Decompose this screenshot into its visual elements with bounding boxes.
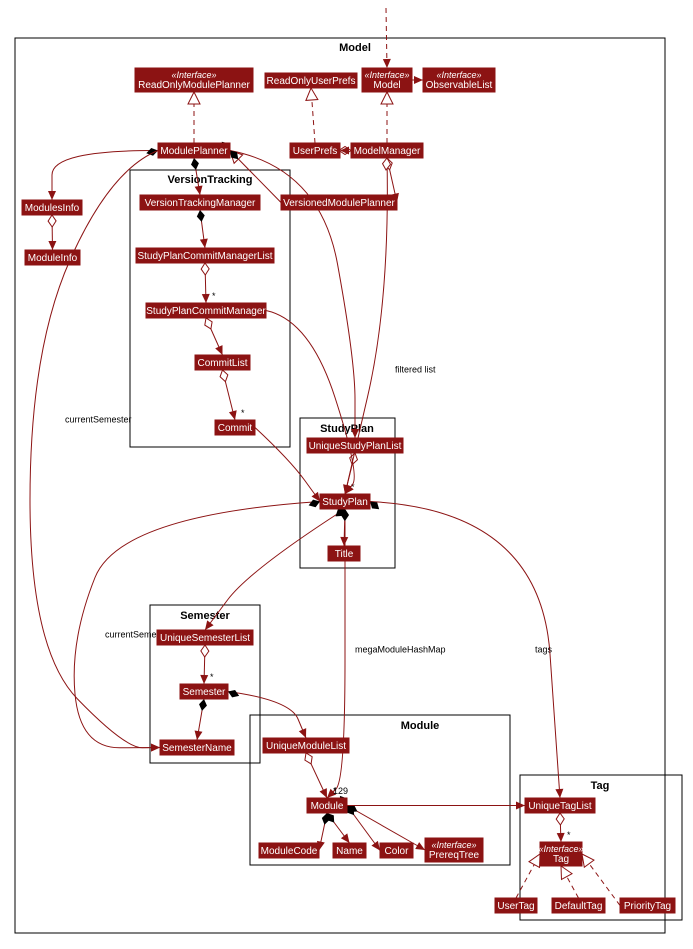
edge-end-Mod-Name: [341, 833, 350, 843]
edge-end-Mod-Prereq: [415, 842, 425, 850]
mult-UTL-Tag: *: [567, 830, 571, 840]
stereo-ModelIface: «Interface»: [364, 70, 409, 80]
mult-CL-Commit: *: [241, 408, 245, 418]
edge-end-MP-MI: [48, 191, 56, 200]
edge-start-SPCM-CL: [205, 318, 212, 329]
edge-MP-USPL: [230, 151, 355, 439]
label-StudyPlanCommitManagerList: StudyPlanCommitManagerList: [137, 251, 272, 262]
diagram-canvas: Model VersionTracking StudyPlan Semester Mod…: [0, 0, 693, 949]
label-StudyPlan: StudyPlan: [322, 497, 368, 508]
mult-SP-Mod: 129: [333, 786, 348, 796]
label-Module: Module: [311, 801, 344, 812]
edge-start-MP-VTM: [191, 158, 199, 170]
edge-start-UTL-Tag: [556, 813, 564, 825]
edge-end-PT-Tag: [582, 854, 594, 867]
label-ObservableList: ObservableList: [426, 80, 493, 91]
label-ModelManager: ModelManager: [354, 146, 421, 157]
edge-end-UT-Tag: [529, 854, 540, 867]
label-TagIface: Tag: [553, 854, 569, 865]
stereo-ObservableList: «Interface»: [436, 70, 481, 80]
region-label-versionTracking: VersionTracking: [168, 174, 253, 186]
edge-end-Mod-Color: [371, 841, 380, 851]
region-label-tag: Tag: [591, 780, 610, 792]
label-Commit: Commit: [218, 423, 253, 434]
mult-SPCML-SPCM: *: [212, 291, 216, 301]
label-ReadOnlyUserPrefs: ReadOnlyUserPrefs: [267, 76, 356, 87]
edge-start-VTM-SPCML: [197, 210, 205, 222]
edge-start-UML-Mod: [305, 753, 312, 764]
edge-label-MM-SP: filtered list: [395, 364, 436, 374]
edge-end-SPCML-SPCM: [202, 294, 210, 303]
stereo-TagIface: «Interface»: [538, 844, 583, 854]
edge-start-USL-Sem: [201, 645, 209, 657]
label-UniqueStudyPlanList: UniqueStudyPlanList: [309, 441, 402, 452]
edge-end-VTM-SPCML: [200, 239, 208, 248]
label-Name: Name: [336, 846, 363, 857]
label-DefaultTag: DefaultTag: [555, 901, 603, 912]
label-StudyPlanCommitManager: StudyPlanCommitManager: [146, 306, 266, 317]
stereo-ReadOnlyModulePlanner: «Interface»: [171, 70, 216, 80]
edge-start-SP-curSem: [309, 500, 320, 508]
edge-end-MM-Model: [381, 92, 393, 104]
edge-start-Sem-SemName: [199, 699, 207, 711]
edge-SP-curSem: [74, 502, 320, 748]
edge-start-SPCML-SPCM: [201, 263, 209, 275]
edge-end-MP-VTM: [195, 185, 203, 195]
edge-end-USL-Sem: [200, 675, 208, 684]
edge-end-DT-Tag: [561, 866, 572, 879]
label-ModuleCode: ModuleCode: [261, 846, 318, 857]
edge-start-CL-Commit: [220, 370, 228, 382]
edge-MP-MI: [52, 150, 158, 200]
label-UniqueModuleList: UniqueModuleList: [266, 741, 346, 752]
label-ModuleInfo: ModuleInfo: [28, 253, 78, 264]
edge-label-MP-curSem: currentSemester: [65, 414, 132, 424]
region-label-studyPlan: StudyPlan: [320, 423, 374, 435]
label-ModulesInfo: ModulesInfo: [25, 203, 80, 214]
region-label-outer: Model: [339, 42, 371, 54]
edge-end-Model-Obs: [414, 76, 423, 84]
label-Color: Color: [385, 846, 410, 857]
label-PriorityTag: PriorityTag: [624, 901, 671, 912]
edge-label-SP-Mod: megaModuleHashMap: [355, 644, 446, 654]
edge-start-MI-MInfo: [48, 215, 56, 227]
edge-end-SP-Title: [340, 537, 348, 546]
edge-end-UTL-Tag: [557, 833, 565, 842]
label-UserTag: UserTag: [497, 901, 534, 912]
label-ModulePlanner: ModulePlanner: [160, 146, 228, 157]
label-Title: Title: [335, 549, 354, 560]
label-ModelIface: Model: [373, 80, 400, 91]
edge-ext-Model: [386, 8, 387, 68]
label-Semester: Semester: [183, 687, 226, 698]
label-VersionedModulePlanner: VersionedModulePlanner: [283, 198, 395, 209]
edge-label-SP-UTL: tags: [535, 644, 553, 654]
edge-end-CL-Commit: [229, 410, 237, 420]
region-label-module: Module: [401, 720, 440, 732]
region-label-semester: Semester: [180, 610, 230, 622]
mult-USL-Sem: *: [210, 672, 214, 682]
edge-SPCM-SP: [266, 311, 354, 495]
edge-MP-curSem: [30, 151, 160, 748]
edge-end-ext-Model: [383, 59, 391, 68]
edge-end-UP-ROUP: [306, 88, 318, 100]
edge-start-SP-UTL: [370, 502, 379, 510]
edge-end-MP-ROMP: [188, 92, 200, 104]
label-VersionTrackingManager: VersionTrackingManager: [145, 198, 256, 209]
label-ReadOnlyModulePlanner: ReadOnlyModulePlanner: [138, 80, 250, 91]
edge-end-Sem-SemName: [195, 730, 203, 740]
label-PrereqTree: PrereqTree: [429, 850, 480, 861]
label-UserPrefs: UserPrefs: [293, 146, 337, 157]
label-CommitList: CommitList: [197, 358, 247, 369]
edge-start-MP-MI: [146, 148, 158, 156]
edge-end-SP-curSem: [151, 744, 160, 752]
edge-start-Sem-UML: [228, 690, 239, 697]
label-UniqueTagList: UniqueTagList: [528, 801, 592, 812]
edge-end-MI-MInfo: [48, 241, 56, 250]
label-UniqueSemesterList: UniqueSemesterList: [160, 633, 250, 644]
label-SemesterName: SemesterName: [162, 743, 232, 754]
edge-end-SP-UTL: [555, 789, 563, 798]
stereo-PrereqTree: «Interface»: [431, 840, 476, 850]
